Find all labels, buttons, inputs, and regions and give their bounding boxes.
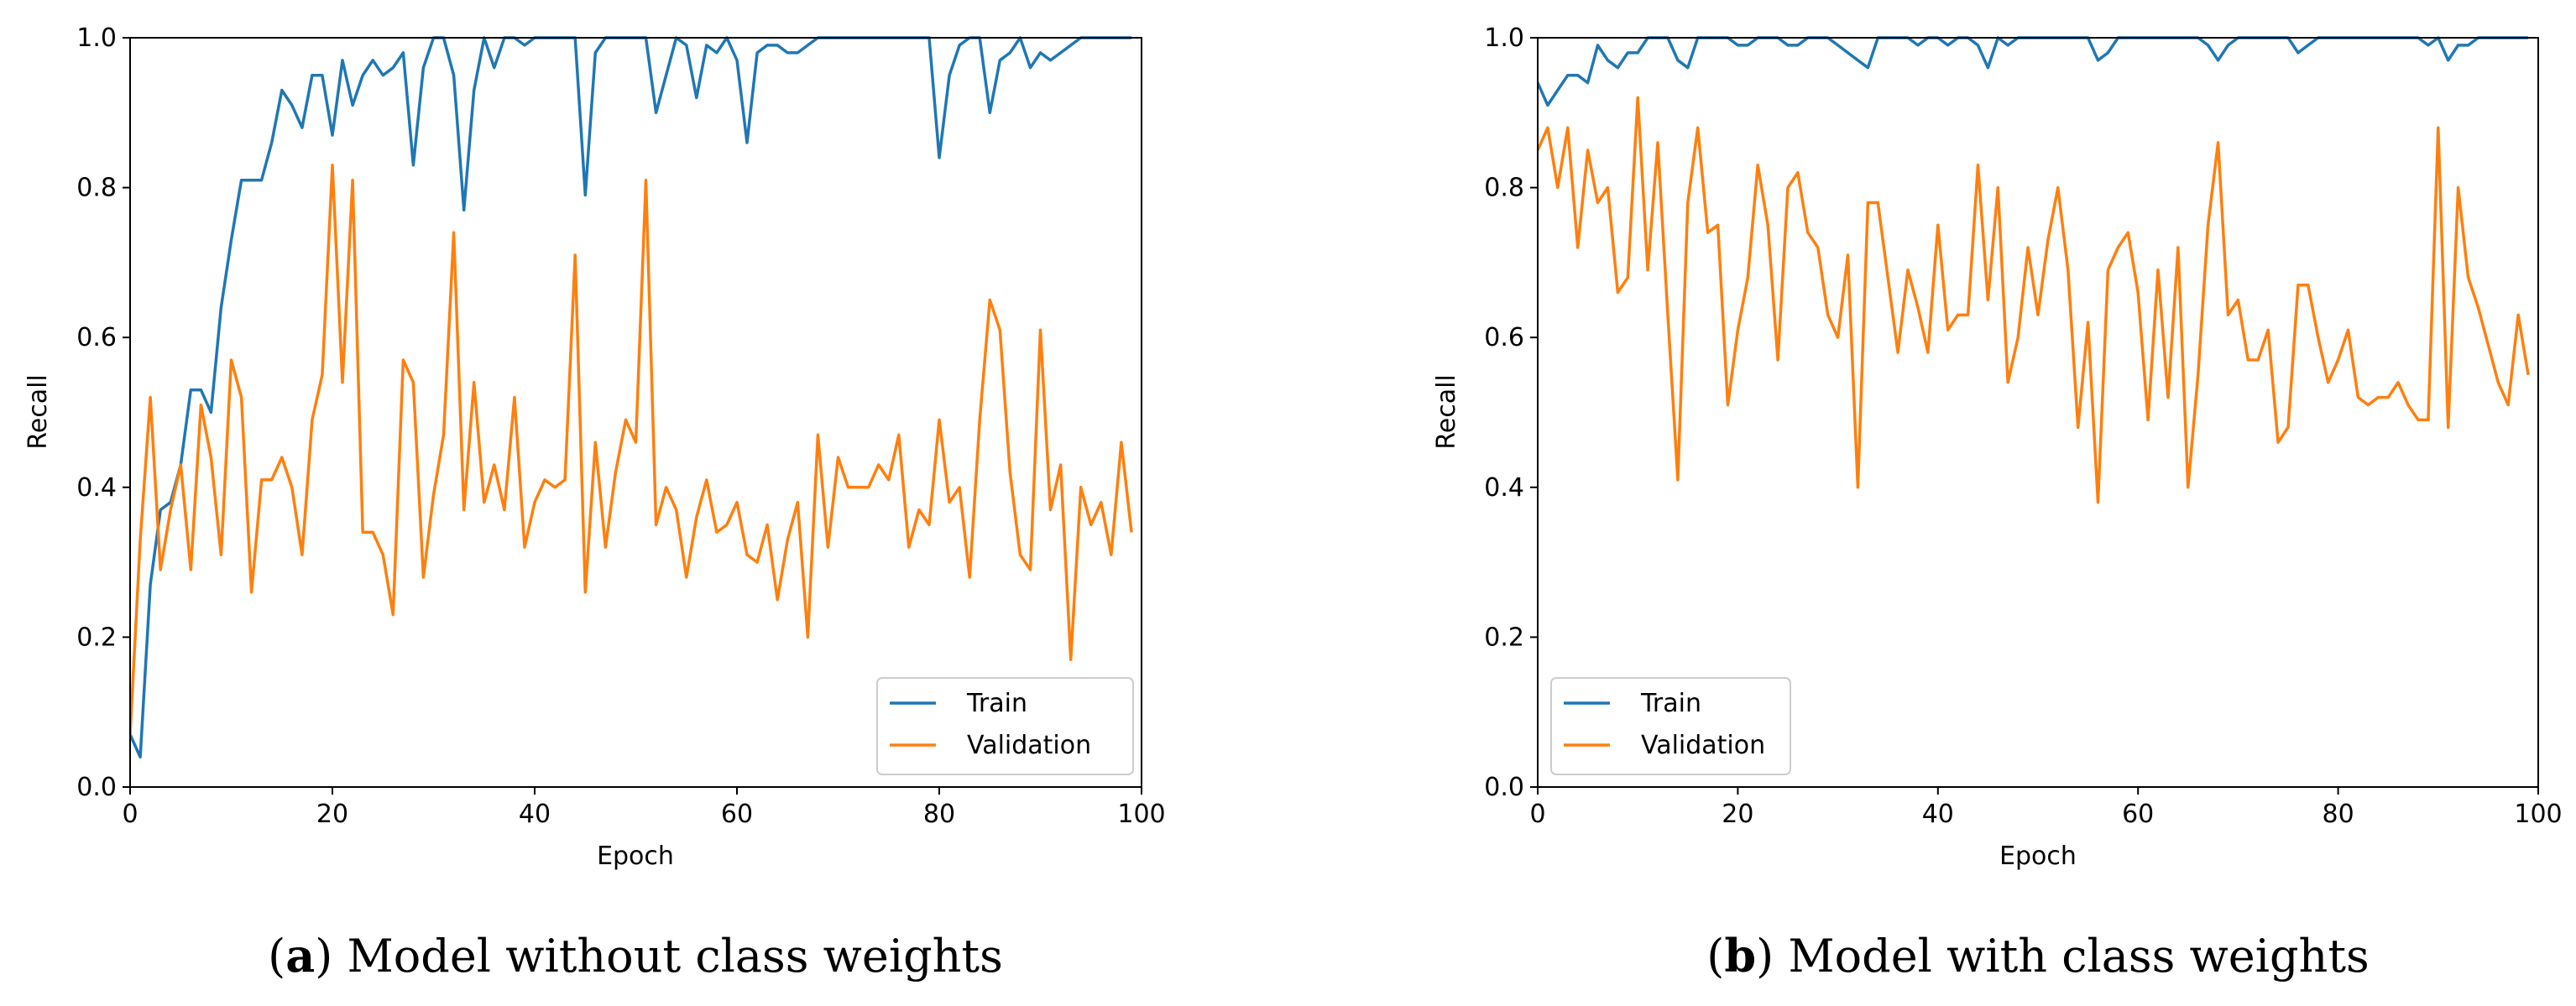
panel-a-y-tick-label: 0.8 [76, 174, 117, 203]
panel-a-plot-layer: 0 20 40 60 80 100 0.0 0.2 0.4 0.6 0.8 1.0 [76, 23, 1165, 829]
panel-b-y-tick-label: 0.4 [1484, 473, 1524, 503]
panel-b-legend-train-label: Train [1640, 689, 1701, 718]
panel-b-caption-text: Model with class weights [1788, 930, 2369, 983]
panel-a-caption-text: Model without class weights [347, 930, 1002, 983]
panel-a: 0 20 40 60 80 100 0.0 0.2 0.4 0.6 0.8 1.0 Epoch Rec… [24, 23, 1166, 983]
panel-a-y-tick-label: 0.4 [76, 473, 117, 503]
panel-b-y-tick-label: 1.0 [1484, 23, 1524, 53]
panel-b-x-tick-label: 80 [2323, 800, 2354, 829]
panel-b-legend: Train Validation [1550, 677, 1791, 775]
panel-b-series-train-line [1538, 36, 2529, 107]
panel-a-x-tick-label: 60 [721, 800, 753, 829]
panel-b-caption-letter: b [1724, 929, 1756, 983]
panel-b-x-tick-label: 40 [1922, 800, 1954, 829]
panel-a-legend-validation-label: Validation [967, 731, 1091, 760]
panel-a-caption: (a) Model without class weights [268, 929, 1003, 983]
panel-a-x-tick-label: 80 [923, 800, 955, 829]
panel-a-y-axis-title: Recall [24, 374, 53, 450]
panel-b-axes-frame [1537, 37, 2539, 788]
panel-a-series-validation-line [130, 164, 1133, 735]
panel-a-legend-box [876, 677, 1134, 775]
panel-b-y-tick-label: 0.6 [1484, 323, 1524, 352]
panel-b-x-tick-label: 0 [1529, 800, 1545, 829]
panel-a-legend-train-label: Train [966, 689, 1027, 718]
panel-b-x-tick-label: 20 [1722, 800, 1753, 829]
panel-b-y-tick-label: 0.0 [1484, 773, 1524, 802]
panel-b-series-validation-line [1538, 96, 2530, 504]
panel-a-y-tick-label: 0.2 [76, 623, 117, 652]
panel-b-caption: (b) Model with class weights [1706, 929, 2369, 983]
panel-a-legend: Train Validation [876, 677, 1134, 775]
panel-a-x-axis-title: Epoch [597, 842, 674, 871]
panel-a-y-tick-label: 0.6 [76, 323, 117, 352]
panel-b-x-tick-label: 100 [2514, 800, 2562, 829]
panel-b-x-axis-title: Epoch [1999, 842, 2077, 871]
panel-a-y-tick-label: 1.0 [76, 23, 117, 53]
panel-b-x-tick-label: 60 [2122, 800, 2154, 829]
panel-b-legend-box [1550, 677, 1791, 775]
panel-b-y-tick-label: 0.8 [1484, 174, 1524, 203]
panel-a-x-tick-label: 20 [316, 800, 348, 829]
panel-a-x-tick-label: 0 [122, 800, 138, 829]
panel-b-legend-validation-label: Validation [1641, 731, 1765, 760]
panel-b-y-axis-title: Recall [1432, 374, 1461, 450]
panel-a-x-tick-label: 100 [1117, 800, 1165, 829]
panel-b: 0 20 40 60 80 100 0.0 0.2 0.4 0.6 0.8 1.0 Epoch Rec… [1432, 23, 2563, 983]
panel-a-x-tick-label: 40 [519, 800, 551, 829]
panel-b-y-tick-label: 0.2 [1484, 623, 1524, 652]
panel-a-caption-letter: a [285, 929, 315, 983]
panel-a-y-tick-label: 0.0 [76, 773, 117, 802]
panel-a-axes-frame [129, 37, 1142, 788]
